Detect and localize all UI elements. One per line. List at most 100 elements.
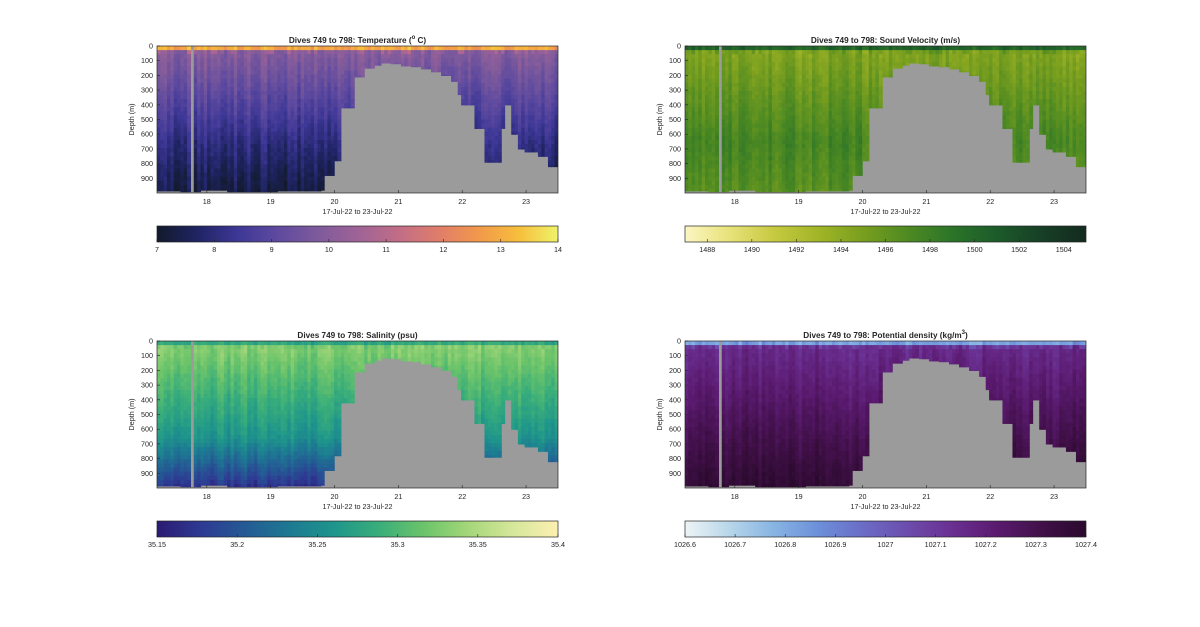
x-tick-label: 20 — [331, 492, 339, 501]
colorbar-tick-label: 35.3 — [391, 540, 405, 549]
x-tick-label: 23 — [1050, 197, 1058, 206]
y-axis-label: Depth (m) — [127, 399, 136, 431]
y-tick-label: 500 — [141, 115, 153, 124]
colorbar-tick-label: 35.4 — [551, 540, 565, 549]
colorbar-tick-label: 1027.1 — [925, 540, 947, 549]
colorbar-tick-label: 1496 — [878, 245, 894, 254]
y-tick-label: 600 — [669, 130, 681, 139]
colorbar-tick-label: 1488 — [699, 245, 715, 254]
y-tick-label: 100 — [669, 56, 681, 65]
colorbar-tick-label: 1492 — [788, 245, 804, 254]
y-tick-label: 900 — [141, 174, 153, 183]
y-tick-label: 300 — [141, 381, 153, 390]
y-tick-label: 0 — [677, 337, 681, 346]
colorbar-tick-label: 1027.2 — [975, 540, 997, 549]
colorbar-tick-label: 35.25 — [308, 540, 326, 549]
title-main: Dives 749 to 798: Temperature ( — [289, 36, 412, 45]
colorbar-tick-label: 1026.8 — [774, 540, 796, 549]
y-tick-label: 300 — [669, 381, 681, 390]
colorbar-tick-label: 1026.9 — [824, 540, 846, 549]
chart-title: Dives 749 to 798: Temperature (o C) — [289, 35, 427, 45]
y-tick-label: 0 — [149, 42, 153, 51]
y-tick-label: 0 — [149, 337, 153, 346]
x-tick-label: 21 — [922, 197, 930, 206]
colorbar-tick-label: 35.2 — [230, 540, 244, 549]
x-tick-label: 18 — [203, 197, 211, 206]
y-axis-label: Depth (m) — [127, 104, 136, 136]
title-main: Dives 749 to 798: Potential density (kg/… — [803, 331, 961, 340]
colorbar-tick-label: 7 — [155, 245, 159, 254]
y-tick-label: 700 — [141, 144, 153, 153]
colorbar-tick-label: 8 — [212, 245, 216, 254]
colorbar-tick-label: 1027.4 — [1075, 540, 1097, 549]
x-tick-label: 18 — [203, 492, 211, 501]
y-tick-label: 600 — [141, 425, 153, 434]
title-main: Dives 749 to 798: Sound Velocity (m/s) — [811, 36, 961, 45]
y-tick-label: 400 — [141, 395, 153, 404]
x-axis-label: 17-Jul-22 to 23-Jul-22 — [323, 207, 393, 216]
x-axis-label: 17-Jul-22 to 23-Jul-22 — [323, 502, 393, 511]
chart-title: Dives 749 to 798: Potential density (kg/… — [803, 330, 968, 340]
y-tick-label: 500 — [669, 115, 681, 124]
y-tick-label: 700 — [669, 144, 681, 153]
y-tick-label: 100 — [669, 351, 681, 360]
colorbar-tick-label: 13 — [497, 245, 505, 254]
y-tick-label: 200 — [141, 71, 153, 80]
y-tick-label: 300 — [141, 86, 153, 95]
colorbar-tick-label: 1027 — [878, 540, 894, 549]
title-end: ) — [965, 331, 968, 340]
colorbar-tick-label: 14 — [554, 245, 562, 254]
colorbar — [157, 226, 558, 242]
x-tick-label: 20 — [331, 197, 339, 206]
x-tick-label: 21 — [922, 492, 930, 501]
chart-title: Dives 749 to 798: Salinity (psu) — [297, 331, 417, 340]
y-tick-label: 400 — [669, 100, 681, 109]
y-tick-label: 300 — [669, 86, 681, 95]
title-end: C) — [415, 36, 426, 45]
colorbar-tick-label: 35.15 — [148, 540, 166, 549]
y-tick-label: 100 — [141, 56, 153, 65]
x-tick-label: 18 — [731, 197, 739, 206]
y-tick-label: 900 — [669, 469, 681, 478]
x-tick-label: 22 — [986, 492, 994, 501]
colorbar-tick-label: 1500 — [967, 245, 983, 254]
y-tick-label: 500 — [669, 410, 681, 419]
y-tick-label: 700 — [669, 439, 681, 448]
chart-title: Dives 749 to 798: Sound Velocity (m/s) — [811, 36, 961, 45]
y-tick-label: 100 — [141, 351, 153, 360]
y-tick-label: 200 — [669, 366, 681, 375]
x-tick-label: 23 — [1050, 492, 1058, 501]
x-tick-label: 22 — [458, 197, 466, 206]
colorbar-tick-label: 11 — [382, 245, 389, 254]
colorbar-tick-label: 1490 — [744, 245, 760, 254]
y-tick-label: 800 — [141, 454, 153, 463]
x-tick-label: 22 — [458, 492, 466, 501]
x-tick-label: 21 — [394, 197, 402, 206]
title-main: Dives 749 to 798: Salinity (psu) — [297, 331, 417, 340]
y-tick-label: 600 — [141, 130, 153, 139]
y-tick-label: 800 — [669, 454, 681, 463]
y-tick-label: 200 — [141, 366, 153, 375]
x-tick-label: 19 — [795, 197, 803, 206]
x-axis-label: 17-Jul-22 to 23-Jul-22 — [851, 502, 921, 511]
colorbar-tick-label: 1026.7 — [724, 540, 746, 549]
x-tick-label: 19 — [267, 197, 275, 206]
y-tick-label: 200 — [669, 71, 681, 80]
x-tick-label: 23 — [522, 492, 530, 501]
colorbar-tick-label: 10 — [325, 245, 333, 254]
y-axis-label: Depth (m) — [655, 399, 664, 431]
x-tick-label: 19 — [795, 492, 803, 501]
x-tick-label: 22 — [986, 197, 994, 206]
x-axis-label: 17-Jul-22 to 23-Jul-22 — [851, 207, 921, 216]
colorbar-tick-label: 1502 — [1011, 245, 1027, 254]
colorbar-tick-label: 12 — [439, 245, 447, 254]
x-tick-label: 21 — [394, 492, 402, 501]
y-tick-label: 400 — [669, 395, 681, 404]
y-tick-label: 900 — [141, 469, 153, 478]
colorbar-tick-label: 9 — [270, 245, 274, 254]
